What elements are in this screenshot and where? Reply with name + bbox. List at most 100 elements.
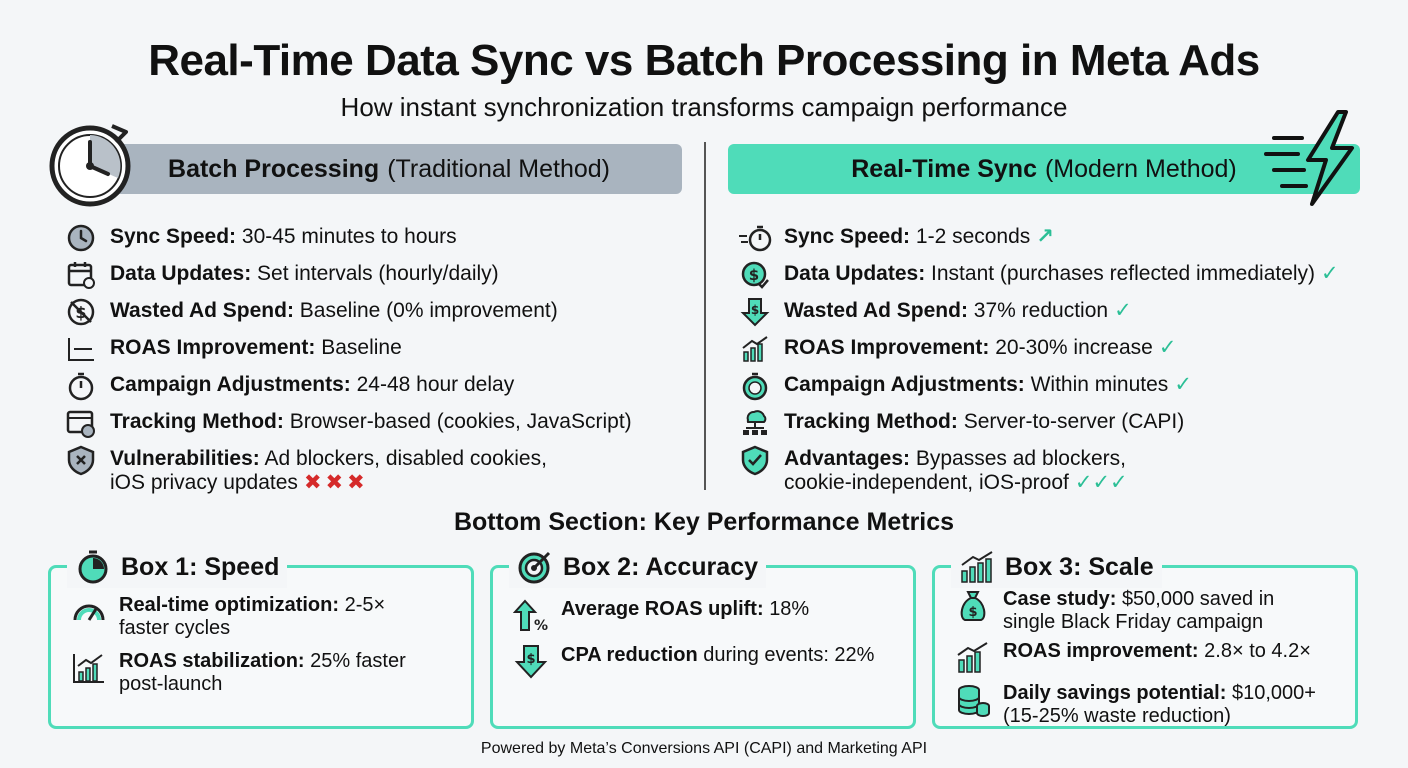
box-list: % Average ROAS uplift: 18% $ CPA reducti… [513, 598, 903, 690]
list-item: $ Wasted Ad Spend: Baseline (0% improvem… [64, 296, 724, 333]
target-icon [517, 549, 553, 585]
item-value: 20-30% increase [995, 336, 1153, 359]
batch-heading-rest: (Traditional Method) [387, 154, 610, 183]
box-title: Box 1: Speed [121, 552, 280, 581]
money-bag-icon: $ [955, 588, 991, 624]
item-label: Wasted Ad Spend: [110, 299, 294, 322]
check-mark: ✓ [1174, 373, 1192, 396]
item-label: CPA reduction [561, 644, 698, 666]
item-label: Campaign Adjustments: [784, 373, 1025, 396]
column-divider [704, 142, 706, 490]
item-label: Advantages: [784, 447, 911, 470]
item-value: 1-2 seconds [915, 225, 1031, 248]
list-item: ROAS improvement: 2.8× to 4.2× [955, 640, 1345, 676]
calendar-icon [64, 259, 98, 291]
lightning-bolt-icon [1260, 108, 1370, 218]
page-subtitle: How instant synchronization transforms c… [340, 92, 1068, 122]
item-value: 37% reduction [973, 299, 1109, 322]
item-label: Tracking Method: [110, 410, 284, 433]
item-label: ROAS Improvement: [110, 336, 316, 359]
realtime-heading-rest: (Modern Method) [1044, 154, 1237, 183]
item-value: Within minutes [1030, 373, 1169, 396]
item-value: $50,000 saved in [1121, 588, 1275, 610]
item-label: Sync Speed: [110, 225, 237, 248]
stopwatch-icon [75, 549, 111, 585]
list-item: ROAS Improvement: 20-30% increase ✓ [738, 333, 1398, 370]
footer-note: Powered by Meta’s Conversions API (CAPI)… [480, 740, 928, 757]
list-item: Campaign Adjustments: Within minutes ✓ [738, 370, 1398, 407]
svg-text:$: $ [751, 303, 759, 317]
item-value: 2.8× to 4.2× [1204, 640, 1311, 662]
item-value-line2: (15-25% waste reduction) [1003, 705, 1231, 727]
list-item: ROAS stabilization: 25% faster post-launc… [71, 650, 461, 696]
item-value: $10,000+ [1231, 682, 1316, 704]
item-label: Daily savings potential: [1003, 682, 1227, 704]
growth-chart-icon [959, 549, 995, 585]
percent-up-icon: % [513, 598, 549, 634]
no-dollar-icon: $ [64, 296, 98, 328]
flat-line-chart-icon [64, 333, 98, 365]
check-marks: ✓✓✓ [1074, 471, 1128, 494]
item-value: 18% [769, 598, 810, 620]
item-value: 25% faster [310, 650, 406, 672]
box-header: Box 3: Scale [951, 546, 1162, 588]
list-item: % Average ROAS uplift: 18% [513, 598, 903, 634]
item-value-line2: faster cycles [119, 617, 231, 639]
batch-banner: Batch Processing (Traditional Method) [96, 144, 682, 194]
list-item: Tracking Method: Browser-based (cookies,… [64, 407, 724, 444]
item-value: Bypasses ad blockers, [915, 447, 1126, 470]
metrics-box-scale: Box 3: Scale $ Case study: $50,000 saved… [932, 546, 1358, 729]
item-value: Instant (purchases reflected immediately… [931, 262, 1316, 285]
svg-text:%: % [534, 618, 548, 634]
fast-stopwatch-icon [738, 222, 772, 254]
batch-list: Sync Speed: 30-45 minutes to hours Data … [64, 222, 724, 500]
list-item: Daily savings potential: $10,000+ (15-25%… [955, 682, 1345, 728]
item-value: Set intervals (hourly/daily) [257, 262, 499, 285]
check-mark: ✓ [1158, 336, 1177, 359]
speedometer-icon [71, 594, 107, 630]
item-value: Server-to-server (CAPI) [963, 410, 1185, 433]
list-item: Data Updates: Set intervals (hourly/dail… [64, 259, 724, 296]
list-item: Real-time optimization: 2-5× faster cycle… [71, 594, 461, 640]
bottom-section-heading: Bottom Section: Key Performance Metrics [453, 508, 955, 536]
list-item: Sync Speed: 30-45 minutes to hours [64, 222, 724, 259]
clock-refresh-icon [46, 118, 138, 210]
item-label: Data Updates: [110, 262, 252, 285]
item-label: Wasted Ad Spend: [784, 299, 968, 322]
item-value: during events: 22% [703, 644, 875, 666]
broken-shield-icon [64, 444, 98, 476]
cross-marks: ✖✖✖ [303, 471, 369, 494]
stopwatch-icon [738, 370, 772, 402]
growth-chart-icon [738, 333, 772, 365]
item-label: Campaign Adjustments: [110, 373, 351, 396]
item-value-line2: single Black Friday campaign [1003, 611, 1264, 633]
box-header: Box 1: Speed [67, 546, 288, 588]
item-value-line2: cookie-independent, iOS-proof [784, 471, 1069, 494]
list-item: Sync Speed: 1-2 seconds ↗ [738, 222, 1398, 259]
item-value: 30-45 minutes to hours [241, 225, 457, 248]
item-label: Sync Speed: [784, 225, 911, 248]
list-item: ROAS Improvement: Baseline [64, 333, 724, 370]
item-value: Baseline (0% improvement) [299, 299, 558, 322]
check-mark: ✓ [1321, 262, 1339, 285]
realtime-banner: Real-Time Sync (Modern Method) [728, 144, 1360, 194]
list-item: Tracking Method: Server-to-server (CAPI) [738, 407, 1398, 444]
box-list: Real-time optimization: 2-5× faster cycle… [71, 594, 461, 706]
item-label: Real-time optimization: [119, 594, 340, 616]
item-label: Tracking Method: [784, 410, 958, 433]
item-value-line2: iOS privacy updates [110, 471, 298, 494]
list-item: Campaign Adjustments: 24-48 hour delay [64, 370, 724, 407]
metrics-box-accuracy: Box 2: Accuracy % Average ROAS uplift: 1… [490, 546, 916, 729]
dollar-check-icon: $ [738, 259, 772, 291]
trend-up-icon: ↗ [1036, 225, 1054, 248]
growth-chart-icon [955, 640, 991, 676]
coin-stack-icon [955, 682, 991, 718]
list-item: Vulnerabilities: Ad blockers, disabled c… [64, 444, 724, 500]
svg-text:$: $ [526, 652, 535, 667]
svg-text:$: $ [749, 266, 759, 284]
item-label: ROAS stabilization: [119, 650, 305, 672]
dollar-down-icon: $ [513, 644, 549, 680]
list-item: $ Data Updates: Instant (purchases refle… [738, 259, 1398, 296]
page-title: Real-Time Data Sync vs Batch Processing … [148, 36, 1260, 85]
item-value-line2: post-launch [119, 673, 223, 695]
